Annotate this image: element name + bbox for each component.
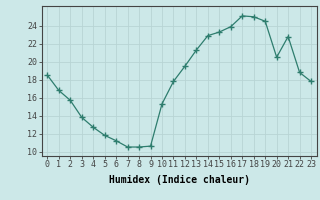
X-axis label: Humidex (Indice chaleur): Humidex (Indice chaleur)	[109, 175, 250, 185]
